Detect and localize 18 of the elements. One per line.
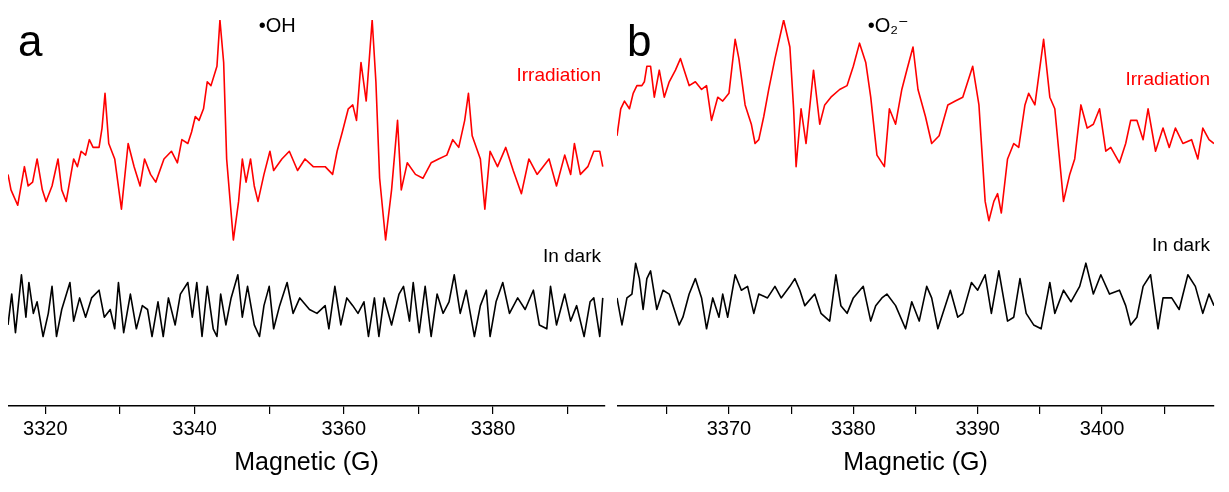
x-tick-label: 3340 bbox=[172, 416, 217, 439]
x-axis-title: Magnetic (G) bbox=[843, 446, 988, 475]
x-tick-label: 3320 bbox=[23, 416, 68, 439]
series-label: Irradiation bbox=[1125, 67, 1210, 89]
x-tick-label: 3390 bbox=[955, 416, 1000, 439]
x-tick-label: 3400 bbox=[1079, 416, 1125, 439]
series-label: In dark bbox=[1151, 233, 1211, 255]
x-tick-label: 3380 bbox=[470, 416, 516, 439]
x-tick-label: 3370 bbox=[706, 416, 752, 439]
chart-title: b bbox=[627, 16, 652, 66]
x-axis-title: Magnetic (G) bbox=[234, 446, 379, 475]
series-label: In dark bbox=[542, 245, 602, 267]
text: Irradiation bbox=[516, 64, 601, 86]
x-tick-label: 3380 bbox=[831, 416, 876, 439]
x-tick-label: 3360 bbox=[321, 416, 367, 439]
chart-title: a bbox=[18, 16, 43, 66]
annotation: •OH bbox=[258, 13, 296, 36]
annotation: •O₂⁻ bbox=[867, 13, 909, 36]
